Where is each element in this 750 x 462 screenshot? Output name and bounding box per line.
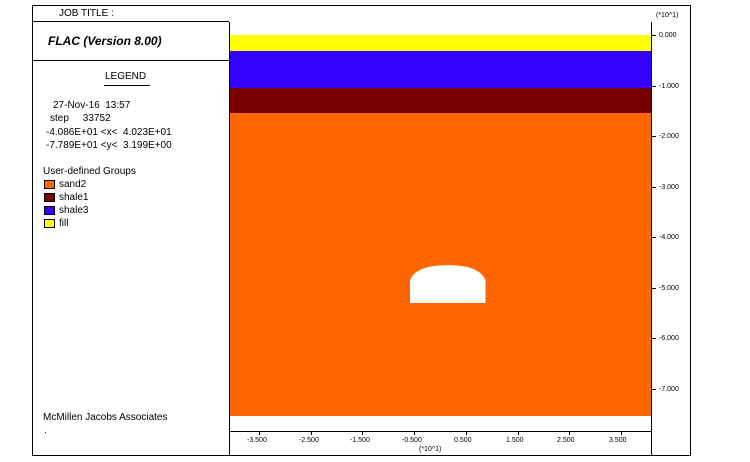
legend-label-shale1: shale1 <box>59 192 89 203</box>
x-tick-label: -0.500 <box>402 437 422 444</box>
legend-swatch-sand2 <box>44 180 55 189</box>
y-tick-mark <box>651 288 656 289</box>
legend-label-fill: fill <box>59 218 69 229</box>
x-tick-mark <box>259 431 260 435</box>
y-tick-mark <box>651 86 656 87</box>
legend-swatch-fill <box>44 219 55 228</box>
y-tick-label: -5.000 <box>659 285 679 292</box>
layer-fill <box>230 35 651 51</box>
y-tick-mark <box>651 338 656 339</box>
x-tick-label: -2.500 <box>299 437 319 444</box>
tunnel-opening <box>410 265 486 304</box>
x-tick-mark <box>414 431 415 435</box>
layer-shale3 <box>230 51 651 88</box>
y-tick-label: -2.000 <box>659 133 679 140</box>
legend-swatch-shale1 <box>44 193 55 202</box>
y-tick-label: -7.000 <box>659 386 679 393</box>
y-tick-label: 0.000 <box>659 32 677 39</box>
x-tick-mark <box>518 431 519 435</box>
y-tick-mark <box>651 35 656 36</box>
y-tick-label: -6.000 <box>659 335 679 342</box>
y-tick-label: -4.000 <box>659 234 679 241</box>
legend-heading-underline <box>104 85 150 86</box>
legend-label-sand2: sand2 <box>59 179 87 190</box>
job-title-label: JOB TITLE : <box>59 8 114 19</box>
x-tick-label: 0.500 <box>454 437 472 444</box>
groups-heading: User-defined Groups <box>43 166 136 177</box>
x-tick-mark <box>569 431 570 435</box>
tunnel-excavation <box>410 265 486 304</box>
legend-date: 27-Nov-16 13:57 <box>53 100 131 111</box>
model-plot <box>230 22 651 431</box>
x-tick-label: 1.500 <box>506 437 524 444</box>
footer-dot: . <box>44 425 47 436</box>
legend-swatch-shale3 <box>44 206 55 215</box>
x-tick-label: -3.500 <box>247 437 267 444</box>
layer-shale1 <box>230 88 651 113</box>
legend-y-range: -7.789E+01 <y< 3.199E+00 <box>46 140 172 151</box>
x-tick-label: 3.500 <box>609 437 627 444</box>
company-name: McMillen Jacobs Associates <box>43 412 168 423</box>
y-axis-scale-label: (*10^1) <box>656 12 679 19</box>
y-tick-label: -1.000 <box>659 83 679 90</box>
header-divider <box>32 21 229 22</box>
x-tick-mark <box>362 431 363 435</box>
plot-axis-divider <box>651 22 652 456</box>
x-axis-scale-label: (*10^1) <box>419 446 442 453</box>
x-tick-label: -1.500 <box>350 437 370 444</box>
y-tick-mark <box>651 187 656 188</box>
x-axis-top-line <box>229 431 651 432</box>
legend-heading: LEGEND <box>105 71 147 82</box>
x-tick-label: 2.500 <box>557 437 575 444</box>
x-tick-mark <box>466 431 467 435</box>
x-tick-mark <box>311 431 312 435</box>
legend-plot-divider <box>229 22 230 456</box>
legend-step: step 33752 <box>50 113 111 124</box>
layer-sand2 <box>230 113 651 416</box>
title-divider <box>32 60 229 61</box>
plot-frame <box>32 5 691 456</box>
legend-label-shale3: shale3 <box>59 205 89 216</box>
x-tick-mark <box>621 431 622 435</box>
legend-x-range: -4.086E+01 <x< 4.023E+01 <box>46 127 172 138</box>
y-tick-mark <box>651 237 656 238</box>
y-tick-label: -3.000 <box>659 184 679 191</box>
y-tick-mark <box>651 136 656 137</box>
program-title: FLAC (Version 8.00) <box>48 34 162 48</box>
y-tick-mark <box>651 389 656 390</box>
